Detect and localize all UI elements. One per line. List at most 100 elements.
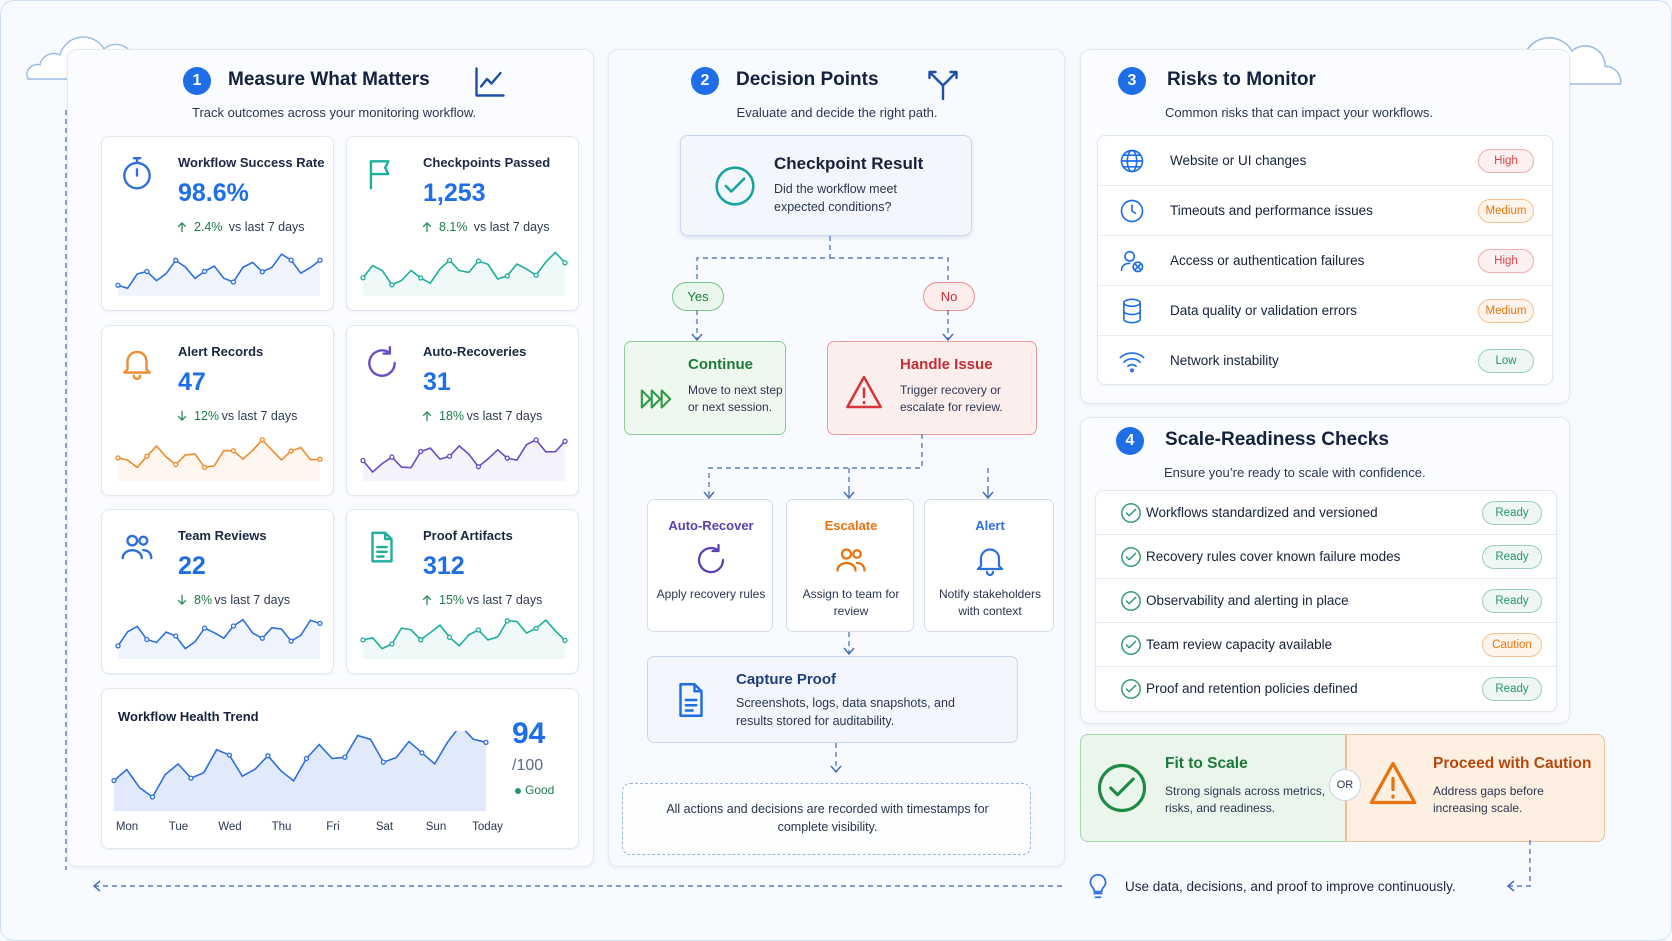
risk-badge: Low: [1478, 349, 1534, 373]
x-axis-label: Fri: [326, 821, 340, 833]
metric-icon: [368, 345, 396, 377]
trend-arrow: [422, 411, 432, 422]
check-icon: [1121, 635, 1141, 655]
metric-value: 312: [423, 552, 465, 580]
checkpoint-title: Checkpoint Result: [774, 154, 924, 173]
metric-card: Proof Artifacts 312 15% vs last 7 days: [346, 509, 579, 674]
risk-badge: Medium: [1478, 299, 1534, 323]
proof-box: Capture Proof Screenshots, logs, data sna…: [647, 656, 1018, 743]
metric-label: Proof Artifacts: [423, 528, 513, 543]
metric-period: vs last 7 days: [466, 409, 543, 423]
metric-icon: [369, 160, 390, 190]
action-title: Escalate: [824, 518, 878, 533]
no-pill: No: [923, 282, 975, 311]
risk-badge: Medium: [1478, 199, 1534, 223]
fit-text: Strong signals across metrics, risks, an…: [1165, 784, 1326, 816]
section-title: Measure What Matters: [228, 69, 430, 90]
check-icon: [1121, 679, 1141, 699]
trend-arrow: [422, 222, 432, 233]
check-label: Observability and alerting in place: [1146, 593, 1349, 608]
continue-box: Continue Move to next step or next sessio…: [624, 341, 786, 435]
fit-title: Fit to Scale: [1165, 755, 1248, 772]
check-row: Proof and retention policies defined Read…: [1096, 667, 1556, 711]
check-row: Team review capacity available Caution: [1096, 623, 1556, 667]
check-icon: [1121, 503, 1141, 523]
x-axis-label: Sat: [375, 821, 394, 833]
caution-title: Proceed with Caution: [1433, 755, 1592, 772]
check-badge: Caution: [1482, 633, 1542, 657]
metric-card: Alert Records 47 12% vs last 7 days: [101, 325, 334, 496]
risk-icon: [1120, 250, 1144, 273]
risk-label: Access or authentication failures: [1170, 253, 1365, 268]
section-subtitle: Ensure you’re ready to scale with confid…: [1164, 465, 1426, 480]
section-subtitle: Evaluate and decide the right path.: [736, 105, 938, 120]
metric-period: vs last 7 days: [214, 593, 291, 607]
checkpoint-box: Checkpoint Result Did the workflow meet e…: [680, 135, 972, 236]
risk-label: Timeouts and performance issues: [1170, 203, 1373, 218]
bulb-icon: [1089, 873, 1107, 899]
action-text: Assign to team for review: [802, 587, 900, 619]
doc-icon: [679, 683, 703, 717]
risk-label: Data quality or validation errors: [1170, 303, 1357, 318]
risk-icon: [1120, 199, 1144, 223]
risk-row: Website or UI changes High: [1098, 136, 1552, 186]
check-row: Recovery rules cover known failure modes…: [1096, 535, 1556, 579]
check-badge: Ready: [1482, 677, 1542, 701]
check-badge: Ready: [1482, 545, 1542, 569]
metric-value: 31: [423, 368, 451, 396]
action-box: Auto-Recover Apply recovery rules: [647, 499, 773, 632]
metric-period: vs last 7 days: [466, 593, 543, 607]
x-axis-label: Thu: [271, 821, 292, 833]
risk-icon: [1123, 298, 1141, 324]
sparkline: [115, 618, 323, 659]
metric-icon: [371, 531, 393, 563]
metric-change: 8.1%: [439, 220, 468, 234]
panel-decisions: 2 Decision Points Evaluate and decide the …: [608, 49, 1065, 867]
action-title: Alert: [975, 518, 1005, 533]
health-score: 94: [512, 717, 546, 750]
metric-change: 18%: [439, 409, 465, 423]
metric-period: vs last 7 days: [228, 220, 305, 234]
metric-value: 98.6%: [178, 179, 249, 207]
metric-period: vs last 7 days: [473, 220, 550, 234]
forward-icon: [640, 389, 672, 409]
caution-icon: [1369, 761, 1417, 805]
panel-measure: 1 Measure What Matters Track outcomes acro…: [67, 49, 594, 867]
metric-card: Auto-Recoveries 31 18% vs last 7 days: [346, 325, 579, 496]
section-number: 4: [1116, 427, 1144, 455]
check-badge: Ready: [1482, 501, 1542, 525]
chart-icon: [475, 67, 505, 97]
fork-icon: [928, 70, 958, 101]
risk-row: Access or authentication failures High: [1098, 236, 1552, 286]
check-label: Recovery rules cover known failure modes: [1146, 549, 1401, 564]
footer-text: Use data, decisions, and proof to improv…: [1125, 879, 1456, 894]
metric-icon: [121, 534, 153, 560]
trend-arrow: [422, 595, 432, 606]
caution-box: Proceed with Caution Address gaps before …: [1346, 734, 1605, 842]
proof-title: Capture Proof: [736, 671, 837, 688]
warning-icon: [846, 375, 882, 409]
or-badge: OR: [1329, 769, 1361, 801]
handle-box: Handle Issue Trigger recovery or escalate…: [827, 341, 1037, 435]
trend-card: Workflow Health Trend Mon Tue Wed Thu Fri Sat S…: [101, 688, 579, 849]
note-text: All actions and decisions are recorded w…: [666, 802, 989, 835]
metric-icon: [123, 350, 151, 380]
risk-label: Network instability: [1170, 353, 1279, 368]
metric-change: 15%: [439, 593, 465, 607]
section-number: 2: [691, 67, 719, 95]
risk-icon: [1120, 149, 1144, 173]
action-box: Escalate Assign to team for review: [786, 499, 914, 632]
trend-arrow: [177, 410, 187, 421]
metric-value: 47: [178, 368, 206, 396]
sparkline: [360, 618, 568, 659]
metric-label: Team Reviews: [178, 528, 267, 543]
check-icon: [715, 166, 755, 206]
metric-label: Checkpoints Passed: [423, 155, 551, 170]
checkpoint-text: Did the workflow meet expected condition…: [774, 182, 897, 215]
continue-text: Move to next step or next session.: [688, 383, 783, 415]
action-icon: [697, 543, 725, 574]
check-row: Workflows standardized and versioned Read…: [1096, 491, 1556, 535]
risk-row: Timeouts and performance issues Medium: [1098, 186, 1552, 236]
yes-pill: Yes: [672, 282, 724, 311]
